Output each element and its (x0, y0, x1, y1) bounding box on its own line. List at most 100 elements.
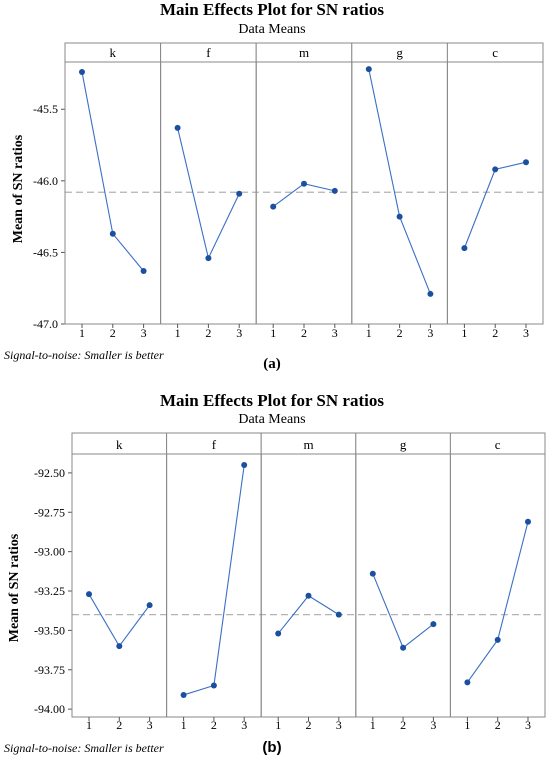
y-tick-label: -93.50 (34, 623, 65, 637)
data-point-f-1 (180, 691, 187, 698)
facet-label-m: m (299, 45, 309, 60)
facet-label-f: f (206, 45, 211, 60)
data-point-c-3 (523, 159, 529, 166)
y-tick-label: -93.25 (34, 584, 65, 598)
x-tick-label: 1 (461, 326, 467, 340)
facet-label-g: g (400, 437, 407, 452)
facet-label-f: f (212, 437, 217, 452)
facet-panel-g (351, 61, 448, 325)
x-tick-label: 1 (270, 326, 276, 340)
data-point-c-1 (461, 245, 468, 252)
chart-title: Main Effects Plot for SN ratios (160, 0, 384, 19)
series-line-f (177, 127, 240, 260)
x-tick-label: 2 (205, 326, 211, 340)
data-point-m-1 (275, 630, 282, 637)
facet-panel-m (255, 61, 353, 325)
data-point-c-2 (492, 166, 499, 173)
data-point-c-2 (494, 636, 501, 643)
data-point-f-3 (236, 190, 243, 197)
chart-subtitle: Data Means (238, 412, 305, 427)
x-tick-label: 1 (79, 326, 85, 340)
facet-panel-k (64, 61, 162, 325)
chart-caption: (b) (262, 739, 281, 756)
data-point-k-3 (140, 268, 147, 275)
x-tick-label: 3 (236, 326, 242, 340)
x-tick-label: 2 (301, 326, 307, 340)
y-axis-label: Mean of SN ratios (11, 134, 26, 243)
series-line-k (88, 593, 151, 648)
data-point-k-2 (109, 230, 116, 237)
data-point-c-1 (464, 679, 471, 686)
x-tick-label: 2 (400, 718, 406, 732)
x-tick-label: 1 (366, 326, 372, 340)
chart-footnote: Signal-to-noise: Smaller is better (4, 741, 164, 755)
x-tick-label: 3 (523, 326, 529, 340)
facet-panel-m (260, 453, 357, 718)
chart-caption: (a) (263, 356, 281, 372)
x-tick-label: 2 (211, 718, 217, 732)
y-tick-label: -47.0 (33, 317, 58, 331)
y-tick-label: -46.0 (33, 174, 58, 188)
facet-label-c: c (495, 437, 501, 452)
facet-label-k: k (116, 437, 123, 452)
data-point-f-3 (241, 462, 248, 469)
series-line-m (272, 183, 335, 208)
x-tick-label: 3 (147, 718, 153, 732)
chart-title: Main Effects Plot for SN ratios (160, 391, 384, 410)
data-point-m-1 (270, 203, 277, 210)
y-tick-label: -45.5 (33, 102, 58, 116)
facet-panel-c (449, 453, 546, 718)
facet-label-g: g (396, 45, 403, 60)
x-tick-label: 2 (110, 326, 116, 340)
y-tick-label: -92.50 (34, 466, 65, 480)
data-point-f-2 (210, 682, 217, 689)
data-point-g-3 (430, 621, 437, 628)
main-effects-chart-b: Main Effects Plot for SN ratios Data Mea… (4, 391, 546, 756)
x-tick-label: 1 (181, 718, 187, 732)
data-point-k-1 (86, 591, 92, 598)
chart-subtitle: Data Means (238, 22, 305, 37)
facet-label-k: k (110, 45, 117, 60)
data-point-f-1 (174, 124, 181, 131)
x-tick-label: 3 (141, 326, 147, 340)
main-effects-chart-a: Main Effects Plot for SN ratios Data Mea… (4, 0, 544, 372)
series-line-c (466, 521, 529, 683)
x-tick-label: 2 (397, 326, 403, 340)
x-tick-label: 2 (116, 718, 122, 732)
facet-panel-f (166, 453, 262, 718)
series-line-g (372, 573, 434, 649)
data-point-g-1 (365, 66, 372, 73)
x-tick-label: 1 (370, 718, 376, 732)
x-tick-label: 3 (430, 718, 436, 732)
facet-panel-g (355, 453, 451, 718)
data-point-k-2 (116, 643, 123, 650)
x-tick-label: 3 (525, 718, 531, 732)
facet-label-m: m (303, 437, 313, 452)
series-line-k (81, 71, 145, 272)
data-point-f-2 (205, 255, 212, 262)
x-tick-label: 3 (336, 718, 342, 732)
data-point-k-1 (79, 69, 85, 76)
y-tick-label: -93.75 (34, 663, 65, 677)
series-line-g (368, 69, 431, 295)
data-point-c-3 (525, 518, 531, 525)
facet-panel-k (71, 453, 168, 718)
data-point-m-3 (335, 611, 342, 618)
x-tick-label: 2 (495, 718, 501, 732)
y-axis-label: Mean of SN ratios (7, 533, 22, 642)
x-tick-label: 2 (306, 718, 312, 732)
x-tick-label: 1 (464, 718, 470, 732)
x-tick-label: 3 (332, 326, 338, 340)
x-tick-label: 2 (492, 326, 498, 340)
data-point-m-2 (301, 180, 307, 187)
data-point-m-3 (331, 187, 338, 194)
chart-footnote: Signal-to-noise: Smaller is better (4, 348, 164, 362)
series-line-f (183, 464, 245, 696)
y-tick-label: -92.75 (34, 505, 65, 519)
series-line-c (463, 161, 527, 249)
facet-panel-c (446, 61, 544, 325)
data-point-g-1 (369, 570, 376, 577)
x-tick-label: 1 (175, 326, 181, 340)
data-point-k-3 (146, 602, 153, 609)
